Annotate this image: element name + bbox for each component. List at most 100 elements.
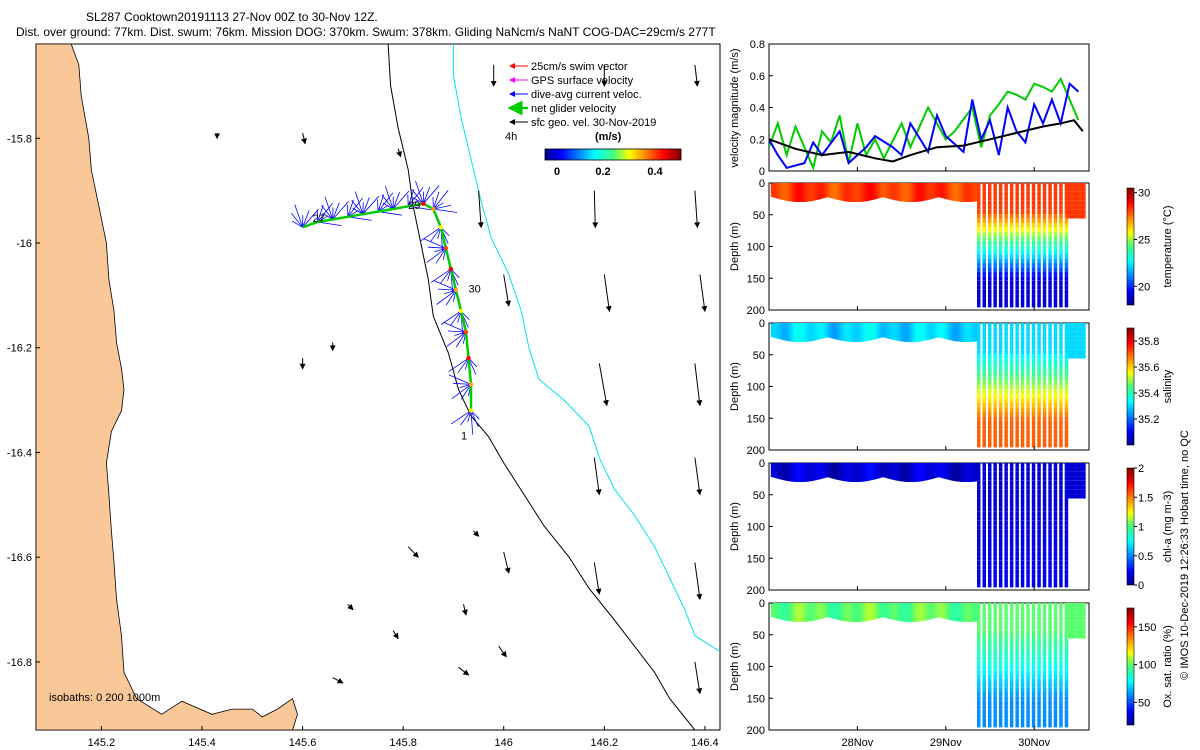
section-cell xyxy=(1066,467,1070,472)
section-cell xyxy=(1064,303,1069,308)
section-cell xyxy=(1020,331,1025,337)
section-cell xyxy=(1042,700,1047,706)
section-cell xyxy=(1082,331,1086,337)
section-cell xyxy=(1004,687,1008,692)
section-cell xyxy=(1026,443,1030,448)
section-cell xyxy=(1053,191,1058,197)
section-cell xyxy=(1068,616,1073,621)
section-cell xyxy=(1004,551,1008,557)
section-cell xyxy=(988,354,992,359)
section-cell xyxy=(988,420,992,426)
section-cell xyxy=(1004,547,1008,552)
section-cell xyxy=(988,683,992,688)
section-cell xyxy=(1064,520,1069,526)
section-cell xyxy=(1015,485,1019,490)
section-cell xyxy=(993,323,997,328)
section-cell xyxy=(1031,687,1036,692)
section-cell xyxy=(1076,485,1081,490)
section-cell xyxy=(993,345,997,350)
section-cell xyxy=(1037,358,1041,363)
section-cell xyxy=(998,420,1003,426)
section-cell xyxy=(1015,656,1019,661)
map-xtick-label: 146.2 xyxy=(591,737,619,749)
section-cell xyxy=(1004,425,1008,430)
section-cell xyxy=(1053,674,1058,679)
section-cell xyxy=(1020,696,1025,701)
section-cell xyxy=(1009,407,1014,412)
section-cell xyxy=(1059,705,1063,710)
section-cell xyxy=(1004,271,1008,277)
section-cell xyxy=(1009,696,1014,701)
section-cell xyxy=(1009,438,1014,443)
dac-vector xyxy=(317,221,342,226)
section-cell xyxy=(1042,574,1047,579)
section-cell xyxy=(977,236,981,241)
section-cell xyxy=(1066,336,1070,341)
section-cell xyxy=(1037,511,1041,517)
section-cell xyxy=(988,520,992,526)
section-cell xyxy=(1004,214,1008,219)
section-cell xyxy=(1004,476,1008,481)
section-cell xyxy=(988,700,992,706)
section-cell xyxy=(1053,714,1058,719)
section-cell xyxy=(988,556,992,561)
section-cell xyxy=(1048,665,1052,670)
section-cell xyxy=(1015,714,1019,719)
section-cell xyxy=(1064,547,1069,552)
dac-vector xyxy=(426,247,447,263)
section-cell xyxy=(998,267,1003,272)
section-cell xyxy=(1031,354,1036,359)
geo-arrow xyxy=(699,274,708,313)
section-cell xyxy=(1048,687,1052,692)
dac-vector xyxy=(450,410,472,425)
section-cell xyxy=(1059,603,1063,608)
section-cell xyxy=(1015,209,1019,215)
section-cell xyxy=(977,376,981,381)
section-cell xyxy=(1053,267,1058,272)
track-dot xyxy=(468,408,474,413)
section-cell xyxy=(998,578,1003,583)
section-cell xyxy=(1026,303,1030,308)
section-cell xyxy=(1009,196,1014,201)
section-cell xyxy=(993,187,997,192)
section-cell xyxy=(1031,463,1036,468)
section-cell xyxy=(993,276,997,281)
section-cell xyxy=(1009,467,1014,472)
section-cell xyxy=(1031,303,1036,308)
imos-credit: © IMOS 10-Dec-2019 12:26:33 Hobart time,… xyxy=(1179,430,1191,680)
section-cell xyxy=(982,714,986,719)
section-cell xyxy=(942,463,946,479)
section-cell xyxy=(1042,583,1047,588)
section-cell xyxy=(1031,723,1036,728)
section-cell xyxy=(1042,565,1047,570)
section-cell xyxy=(977,196,981,201)
section-cell xyxy=(1048,674,1052,679)
section-cell xyxy=(982,578,986,583)
section-cell xyxy=(1031,651,1036,657)
section-cell xyxy=(1059,443,1063,448)
section-cell xyxy=(982,443,986,448)
section-cell xyxy=(1059,511,1063,517)
section-cell xyxy=(1068,603,1073,608)
section-cell xyxy=(1037,354,1041,359)
section-cell xyxy=(1026,223,1030,228)
section-cell xyxy=(977,438,981,443)
section-cell xyxy=(993,547,997,552)
section-cell xyxy=(1074,214,1078,219)
section-cell xyxy=(1064,425,1069,430)
section-cell xyxy=(1037,438,1041,443)
section-cell xyxy=(1074,187,1078,192)
section-cell xyxy=(1020,209,1025,215)
oxygen-section-frame xyxy=(768,602,1090,731)
section-cell xyxy=(1015,214,1019,219)
section-cell xyxy=(993,331,997,337)
section-cell xyxy=(1037,569,1041,575)
section-cell xyxy=(1026,607,1030,612)
section-cell xyxy=(1064,249,1069,255)
section-cell xyxy=(1066,489,1070,495)
section-cell xyxy=(1048,683,1052,688)
section-cell xyxy=(1048,205,1052,210)
section-cell xyxy=(993,254,997,259)
